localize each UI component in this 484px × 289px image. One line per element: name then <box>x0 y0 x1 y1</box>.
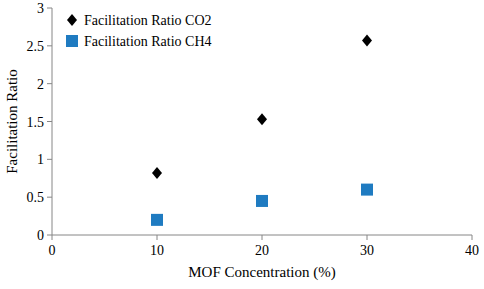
data-point <box>256 195 268 207</box>
data-point <box>362 35 372 47</box>
legend-label: Facilitation Ratio CO2 <box>84 13 212 28</box>
y-axis-label: Facilitation Ratio <box>4 69 20 174</box>
x-tick-label: 40 <box>465 243 479 258</box>
y-tick-label: 2 <box>37 77 44 92</box>
x-tick <box>52 235 53 240</box>
data-point <box>152 167 162 179</box>
y-tick <box>47 159 52 160</box>
y-tick <box>47 8 52 9</box>
x-tick-label: 0 <box>49 243 56 258</box>
legend-marker <box>67 14 77 26</box>
x-tick <box>262 235 263 240</box>
y-tick <box>47 83 52 84</box>
legend-label: Facilitation Ratio CH4 <box>84 34 212 49</box>
x-tick-label: 20 <box>255 243 269 258</box>
y-tick <box>47 235 52 236</box>
legend-marker <box>66 35 78 47</box>
x-tick <box>367 235 368 240</box>
y-tick-label: 3 <box>37 1 44 16</box>
x-axis-label: MOF Concentration (%) <box>188 264 335 281</box>
x-tick <box>472 235 473 240</box>
x-tick-label: 10 <box>150 243 164 258</box>
chart-container: 00.511.522.53010203040MOF Concentration … <box>0 0 484 289</box>
x-tick-label: 30 <box>360 243 374 258</box>
data-point <box>257 113 267 125</box>
chart-svg: 00.511.522.53010203040MOF Concentration … <box>0 0 484 289</box>
y-tick-label: 2.5 <box>27 39 45 54</box>
y-tick <box>47 197 52 198</box>
y-tick-label: 0 <box>37 228 44 243</box>
y-tick-label: 0.5 <box>27 190 45 205</box>
data-point <box>151 214 163 226</box>
legend: Facilitation Ratio CO2 Facilitation Ratio… <box>66 13 212 49</box>
y-tick-label: 1 <box>37 152 44 167</box>
data-point <box>361 184 373 196</box>
x-tick <box>157 235 158 240</box>
marks <box>151 35 373 226</box>
y-tick <box>47 45 52 46</box>
y-tick <box>47 121 52 122</box>
y-tick-label: 1.5 <box>27 115 45 130</box>
